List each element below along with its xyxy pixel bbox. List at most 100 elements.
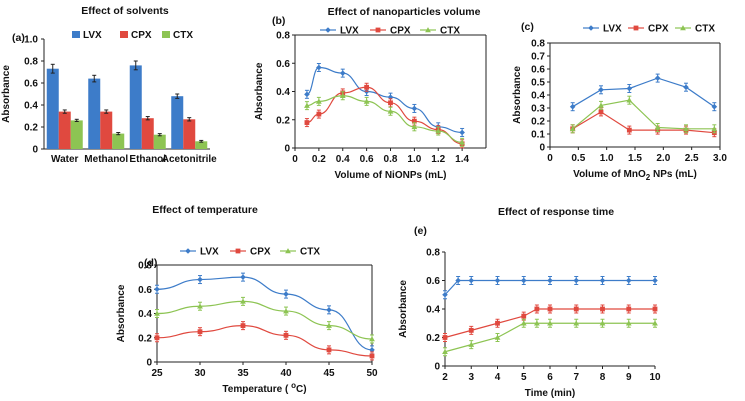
point-ctx (369, 336, 375, 342)
point-cpx (534, 306, 540, 312)
point-cpx (411, 118, 417, 124)
point-cpx (521, 313, 527, 319)
y-axis-label: Absorbance (512, 66, 523, 124)
legend-label-ctx: CTX (300, 247, 320, 258)
y-axis-label: Absorbance (398, 280, 409, 338)
y-tick-label: 0.8 (276, 31, 290, 42)
legend-marker-cpx (235, 248, 241, 254)
y-tick-label: 0.2 (276, 115, 290, 126)
point-ctx (442, 348, 448, 355)
x-tick-label: 3.0 (713, 153, 727, 164)
point-lvx (569, 103, 576, 110)
x-tick-label: 0.4 (336, 154, 350, 165)
y-tick-label: 0.4 (426, 305, 440, 316)
x-tick-label: 50 (366, 368, 378, 379)
point-ctx (533, 320, 540, 326)
panel-label: (d) (144, 257, 157, 269)
legend-swatch-lvx (72, 31, 80, 38)
point-ctx (411, 123, 418, 130)
bar-cpx (58, 111, 71, 149)
point-cpx (468, 327, 474, 333)
x-tick-label: 3 (468, 372, 474, 383)
x-tick-label: 30 (194, 368, 206, 379)
chart-title: Effect of response time (498, 206, 614, 218)
point-cpx (547, 306, 553, 312)
x-tick-label: 0.6 (360, 154, 374, 165)
series-line-lvx (572, 77, 715, 108)
x-tick-label: 7 (573, 372, 579, 383)
y-tick-label: 0.4 (276, 87, 290, 98)
point-lvx (283, 291, 289, 297)
point-lvx (711, 103, 718, 110)
point-cpx (626, 306, 632, 312)
x-tick-label: 45 (323, 368, 335, 379)
point-lvx (304, 91, 310, 98)
point-lvx (369, 347, 375, 353)
legend-label-ctx: CTX (173, 30, 193, 41)
point-lvx (520, 277, 527, 284)
point-cpx (326, 347, 332, 353)
legend-marker-ctx (425, 27, 431, 33)
y-tick-label: 0.4 (138, 309, 152, 320)
point-cpx (369, 353, 375, 359)
x-tick-label: 1.0 (407, 154, 421, 165)
point-lvx (547, 277, 553, 284)
x-axis-label-tail: NPs (mL) (650, 169, 697, 180)
y-tick-label: 0.6 (276, 59, 290, 70)
x-tick-label: Acetonitrile (162, 154, 217, 165)
x-tick-label: 2 (442, 372, 448, 383)
point-cpx (154, 335, 160, 341)
x-tick-label: 2.5 (685, 153, 699, 164)
point-ctx (197, 303, 203, 309)
bar-ctx (153, 134, 166, 149)
point-lvx (326, 307, 332, 313)
x-tick-label: 1.2 (431, 154, 445, 165)
point-ctx (654, 124, 661, 130)
bar-lvx (171, 96, 184, 149)
series-line-cpx (306, 86, 463, 145)
bar-lvx (88, 78, 101, 149)
bar-lvx (129, 65, 142, 149)
point-lvx (468, 277, 475, 284)
x-axis-label-main: Volume of MnO (573, 169, 646, 180)
x-tick-label: 8 (600, 372, 606, 383)
point-lvx (573, 277, 580, 284)
y-tick-label: 0.8 (426, 248, 440, 259)
legend-label-ctx: CTX (695, 24, 715, 35)
y-tick-label: 0 (146, 358, 152, 369)
y-tick-label: 0.4 (531, 91, 545, 102)
x-tick-label: Water (51, 154, 79, 165)
point-ctx (339, 92, 346, 99)
series-line-ctx (572, 99, 715, 130)
point-ctx (683, 125, 689, 132)
point-cpx (283, 332, 289, 338)
x-tick-label: 1.4 (455, 154, 469, 165)
point-lvx (197, 276, 203, 283)
point-lvx (411, 105, 418, 112)
point-ctx (326, 322, 332, 328)
y-tick-label: 0 (32, 145, 38, 156)
point-ctx (435, 128, 442, 134)
y-tick-label: 1.0 (24, 35, 38, 46)
legend-marker-lvx (325, 27, 331, 33)
y-tick-label: 0.4 (24, 101, 38, 112)
point-cpx (598, 109, 604, 115)
x-tick-label: 40 (280, 368, 292, 379)
bar-cpx (183, 119, 196, 149)
panel-d-chart: (d) Effect of temperature 0 0.2 0.4 0.6 0.8 25 3… (116, 204, 378, 395)
x-tick-label: 0.8 (384, 154, 398, 165)
point-ctx (154, 310, 160, 316)
legend-marker-ctx (680, 25, 686, 31)
y-tick-label: 0.8 (138, 261, 152, 272)
point-lvx (240, 274, 246, 280)
bar-cpx (141, 118, 154, 149)
x-axis-label: Temperature ( oC) (222, 381, 306, 395)
point-ctx (240, 298, 246, 304)
point-ctx (315, 98, 322, 104)
panel-label: (b) (272, 15, 285, 27)
y-tick-label: 0.6 (531, 65, 545, 76)
series-line-cpx (444, 308, 655, 339)
legend-marker-cpx (375, 27, 381, 33)
legend-label-cpx: CPX (648, 24, 669, 35)
